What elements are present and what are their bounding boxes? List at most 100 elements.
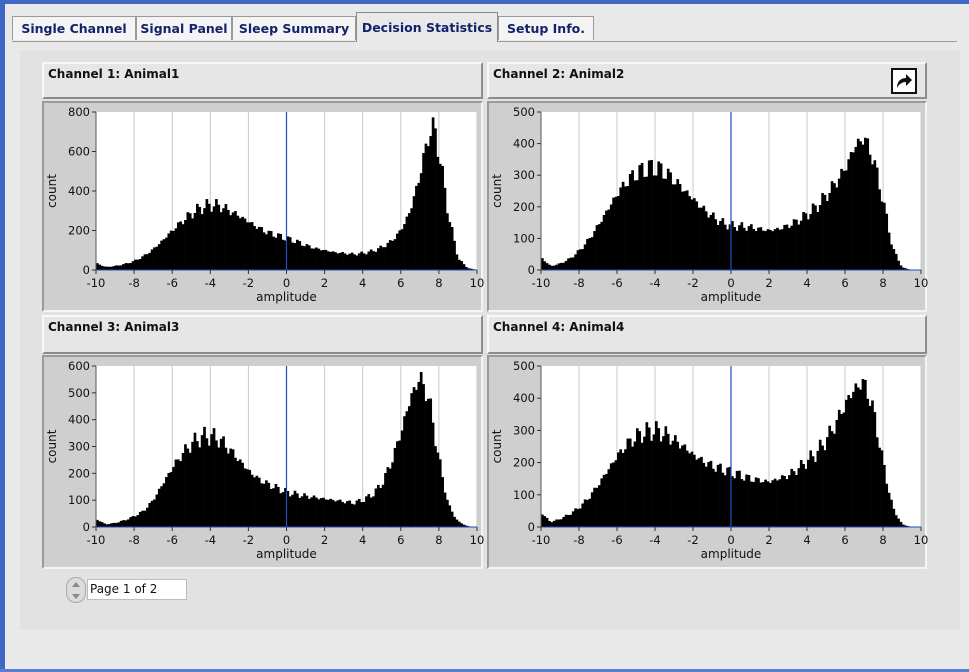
- histogram-bar: [462, 524, 466, 527]
- histogram-bar: [557, 263, 561, 270]
- histogram-bar: [890, 499, 893, 527]
- histogram-bar: [384, 473, 387, 527]
- histogram-bar: [310, 248, 313, 270]
- tab-signal-panel[interactable]: Signal Panel: [136, 16, 232, 40]
- histogram-bar: [790, 468, 794, 527]
- x-tick-label: -10: [87, 533, 106, 547]
- x-tick-label: 4: [359, 276, 366, 290]
- histogram-bar: [745, 474, 748, 527]
- y-tick-label: 200: [68, 466, 90, 480]
- histogram-bar: [885, 213, 889, 270]
- histogram-bar: [830, 181, 834, 270]
- histogram-bar: [376, 248, 380, 270]
- histogram-bar: [761, 482, 765, 527]
- x-tick-label: -6: [166, 533, 177, 547]
- x-tick-label: -8: [573, 533, 584, 547]
- histogram-bar: [355, 500, 359, 527]
- histogram-bar: [457, 259, 461, 270]
- histogram-bar: [714, 471, 718, 527]
- x-tick-label: -2: [243, 276, 254, 290]
- x-tick-label: 4: [803, 276, 810, 290]
- channel-2-histogram: 0 100 200 300 400 500 -10 -8 -6 -4 -2 0 2 4 6 8 10 amplit…: [487, 101, 928, 312]
- histogram-bar: [124, 263, 128, 270]
- histogram-bar: [740, 222, 744, 270]
- histogram-bar: [105, 266, 109, 270]
- tab-setup-info[interactable]: Setup Info.: [498, 16, 594, 40]
- histogram-bar: [802, 212, 805, 270]
- histogram-bar: [424, 143, 428, 270]
- histogram-bar: [655, 421, 658, 527]
- histogram-bar: [122, 264, 125, 270]
- histogram-bar: [899, 521, 903, 527]
- histogram-bar: [105, 524, 109, 527]
- histogram-bar: [326, 251, 330, 270]
- histogram-bar: [771, 231, 775, 270]
- histogram-bar: [690, 199, 694, 270]
- histogram-bar: [298, 497, 302, 527]
- export-arrow-icon[interactable]: [891, 68, 917, 94]
- x-axis-title: amplitude: [701, 547, 762, 561]
- histogram-bar: [329, 251, 333, 270]
- tab-decision-statistics[interactable]: Decision Statistics: [356, 12, 498, 42]
- histogram-bar: [638, 165, 642, 270]
- histogram-bar: [234, 211, 237, 270]
- histogram-bar: [355, 255, 359, 270]
- histogram-bar: [162, 483, 166, 527]
- histogram-bar: [593, 231, 596, 270]
- x-tick-label: -2: [687, 533, 698, 547]
- histogram-bar: [638, 431, 642, 527]
- histogram-bar: [700, 207, 703, 270]
- x-tick-label: 4: [803, 533, 810, 547]
- x-tick-label: 0: [727, 276, 734, 290]
- tab-sleep-summary[interactable]: Sleep Summary: [232, 16, 356, 40]
- histogram-bar: [628, 173, 632, 270]
- y-axis-title: count: [45, 174, 59, 208]
- histogram-bar: [324, 249, 328, 270]
- histogram-bar: [645, 176, 649, 270]
- page-up-icon[interactable]: [67, 578, 85, 590]
- histogram-bar: [657, 428, 661, 527]
- histogram-bar: [146, 254, 149, 270]
- histogram-bar: [229, 215, 233, 270]
- histogram-bar: [386, 467, 390, 527]
- histogram-bar: [600, 478, 604, 527]
- histogram-bar: [184, 444, 187, 527]
- histogram-bar: [443, 492, 447, 527]
- tab-single-channel[interactable]: Single Channel: [12, 16, 136, 40]
- histogram-bar: [807, 459, 810, 527]
- histogram-bar: [702, 205, 706, 270]
- x-tick-label: 6: [397, 276, 404, 290]
- histogram-bar: [188, 213, 192, 270]
- x-tick-label: -2: [687, 276, 698, 290]
- histogram-bar: [350, 503, 354, 527]
- histogram-bar: [374, 488, 378, 527]
- histogram-bar: [367, 494, 371, 527]
- histogram-bar: [567, 514, 570, 527]
- histogram-bar: [434, 128, 437, 270]
- histogram-bar: [250, 474, 254, 527]
- histogram-bar: [207, 203, 211, 270]
- histogram-bar: [150, 500, 154, 527]
- histogram-bar: [579, 508, 582, 527]
- histogram-bar: [583, 244, 587, 270]
- page-down-icon[interactable]: [67, 590, 85, 602]
- histogram-bar: [143, 510, 147, 527]
- histogram-bar: [747, 226, 751, 270]
- histogram-bar: [745, 230, 748, 270]
- histogram-bar: [153, 499, 156, 527]
- histogram-bar: [861, 379, 865, 527]
- histogram-bar: [607, 469, 611, 527]
- histogram-bar: [205, 438, 209, 527]
- histogram-bar: [241, 462, 244, 527]
- histogram-bar: [376, 484, 380, 527]
- histogram-bar: [593, 487, 596, 527]
- histogram-bar: [904, 525, 908, 527]
- histogram-bar: [229, 448, 233, 527]
- x-tick-label: 8: [879, 533, 886, 547]
- channel-3-plot-svg: 0 100 200 300 400 500 600 -10 -8 -6 -4 -2 0 2 4 6 8 10 amp…: [45, 359, 484, 561]
- histogram-bar: [595, 487, 599, 527]
- histogram-bar: [678, 184, 682, 270]
- histogram-bar: [864, 137, 867, 270]
- histogram-bar: [574, 508, 577, 527]
- histogram-bar: [866, 138, 870, 270]
